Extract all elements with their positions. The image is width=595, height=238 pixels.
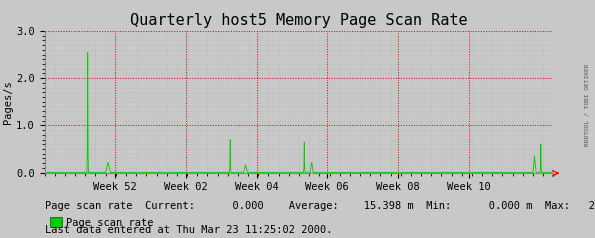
Legend: Page scan rate: Page scan rate (50, 217, 154, 228)
Text: RRDTOOL / TOBI OETIKER: RRDTOOL / TOBI OETIKER (585, 64, 590, 146)
Title: Quarterly host5 Memory Page Scan Rate: Quarterly host5 Memory Page Scan Rate (130, 13, 468, 28)
Text: Last data entered at Thu Mar 23 11:25:02 2000.: Last data entered at Thu Mar 23 11:25:02… (45, 225, 332, 235)
Y-axis label: Pages/s: Pages/s (4, 80, 13, 124)
Text: Page scan rate  Current:      0.000    Average:    15.398 m  Min:      0.000 m  : Page scan rate Current: 0.000 Average: 1… (45, 201, 595, 211)
